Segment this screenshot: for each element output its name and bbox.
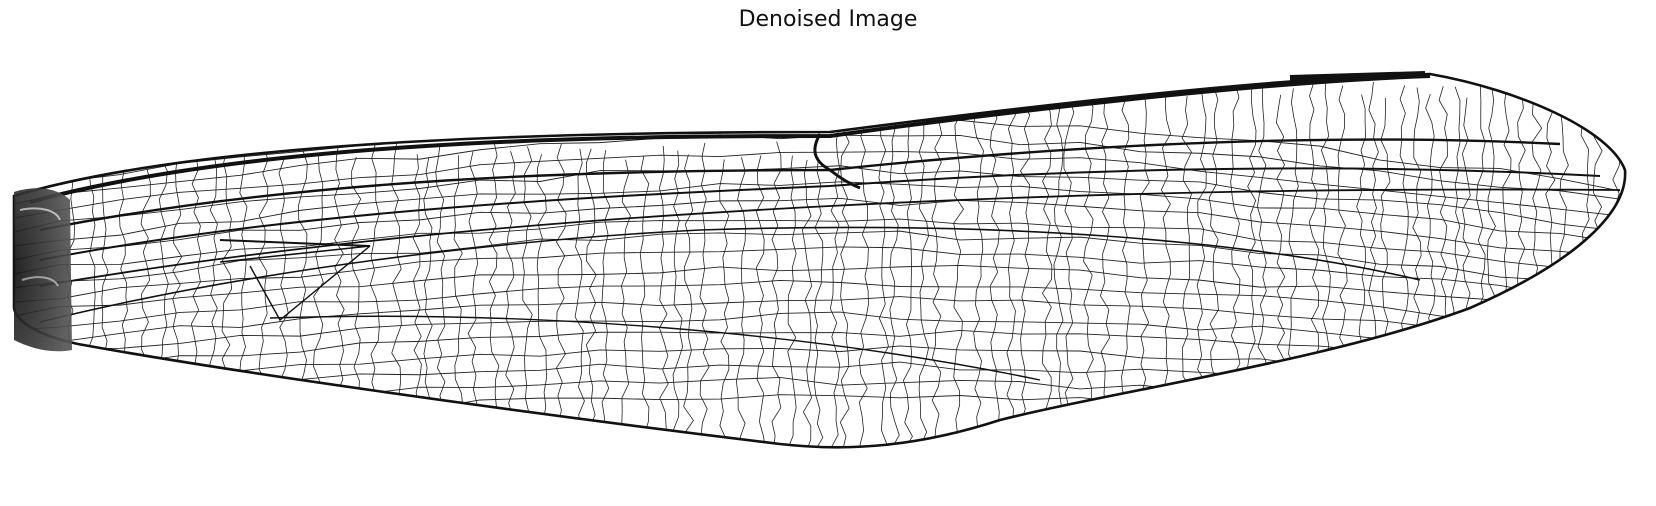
wing-major-veins [12, 71, 1627, 449]
wing-base [14, 188, 72, 352]
denoised-wing-image [0, 60, 1656, 506]
figure-title: Denoised Image [738, 7, 918, 32]
wing-svg [12, 71, 1627, 449]
